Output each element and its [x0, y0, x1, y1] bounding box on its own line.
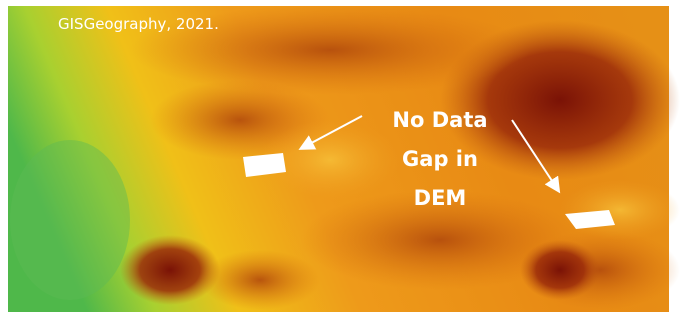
- credit: GISGeography, 2021.: [58, 15, 219, 33]
- annotation-line: Gap in: [402, 147, 478, 171]
- dem-image: [8, 5, 680, 312]
- dem-figure: GISGeography, 2021. No Data Gap in DEM: [0, 0, 681, 318]
- annotation-line: No Data: [392, 108, 487, 132]
- page: GISGeography, 2021. No Data Gap in DEM (…: [0, 0, 681, 318]
- annotation-line: DEM: [414, 186, 467, 210]
